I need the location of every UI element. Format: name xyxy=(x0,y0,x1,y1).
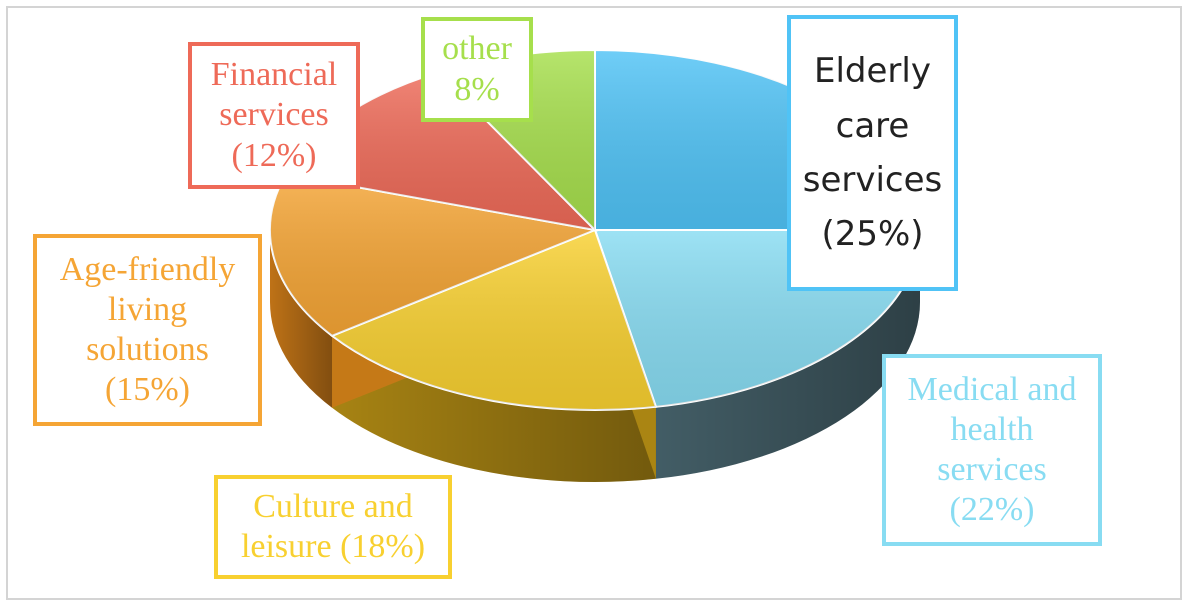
label-line: living xyxy=(107,290,188,328)
label-line: leisure (18%) xyxy=(240,528,426,565)
slice-side-shade-medical xyxy=(655,230,920,479)
slice-side-shade-culture xyxy=(332,335,656,483)
label-line: Elderly xyxy=(814,51,931,92)
label-line: 8% xyxy=(454,70,500,108)
label-line: health xyxy=(950,410,1034,448)
label-line: (25%) xyxy=(821,214,924,255)
label-line: Financial xyxy=(210,56,338,94)
label-line: services xyxy=(937,451,1047,488)
slice-side-shade-living xyxy=(270,230,333,408)
label-line: (12%) xyxy=(231,136,317,174)
slice-shine-financial xyxy=(285,72,595,230)
label-line: Culture and xyxy=(253,487,413,525)
label-line: (22%) xyxy=(949,491,1035,529)
label-line: Age-friendly xyxy=(59,250,236,288)
label-line: (15%) xyxy=(105,371,190,409)
label-financial: Financial services (12%) xyxy=(188,42,360,189)
label-line: care xyxy=(835,105,910,146)
label-other: other 8% xyxy=(421,17,533,122)
label-elderly-care: Elderly care services (25%) xyxy=(787,15,958,291)
label-line: services xyxy=(802,160,943,200)
label-medical-health: Medical and health services (22%) xyxy=(882,354,1102,546)
label-age-friendly: Age-friendly living solutions (15%) xyxy=(33,234,262,426)
label-culture-leisure: Culture and leisure (18%) xyxy=(214,475,452,579)
label-line: other xyxy=(442,30,512,68)
label-line: solutions xyxy=(86,331,209,368)
label-line: Medical and xyxy=(907,370,1077,408)
slice-shine-living xyxy=(270,174,595,336)
slice-shine-culture xyxy=(332,230,656,410)
label-line: services xyxy=(219,96,329,134)
